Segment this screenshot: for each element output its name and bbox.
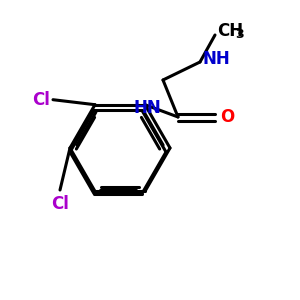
- Text: 3: 3: [235, 28, 244, 41]
- Text: O: O: [220, 108, 234, 126]
- Text: NH: NH: [203, 50, 231, 68]
- Text: Cl: Cl: [51, 195, 69, 213]
- Text: HN: HN: [134, 99, 161, 117]
- Text: CH: CH: [217, 22, 243, 40]
- Text: Cl: Cl: [32, 91, 50, 109]
